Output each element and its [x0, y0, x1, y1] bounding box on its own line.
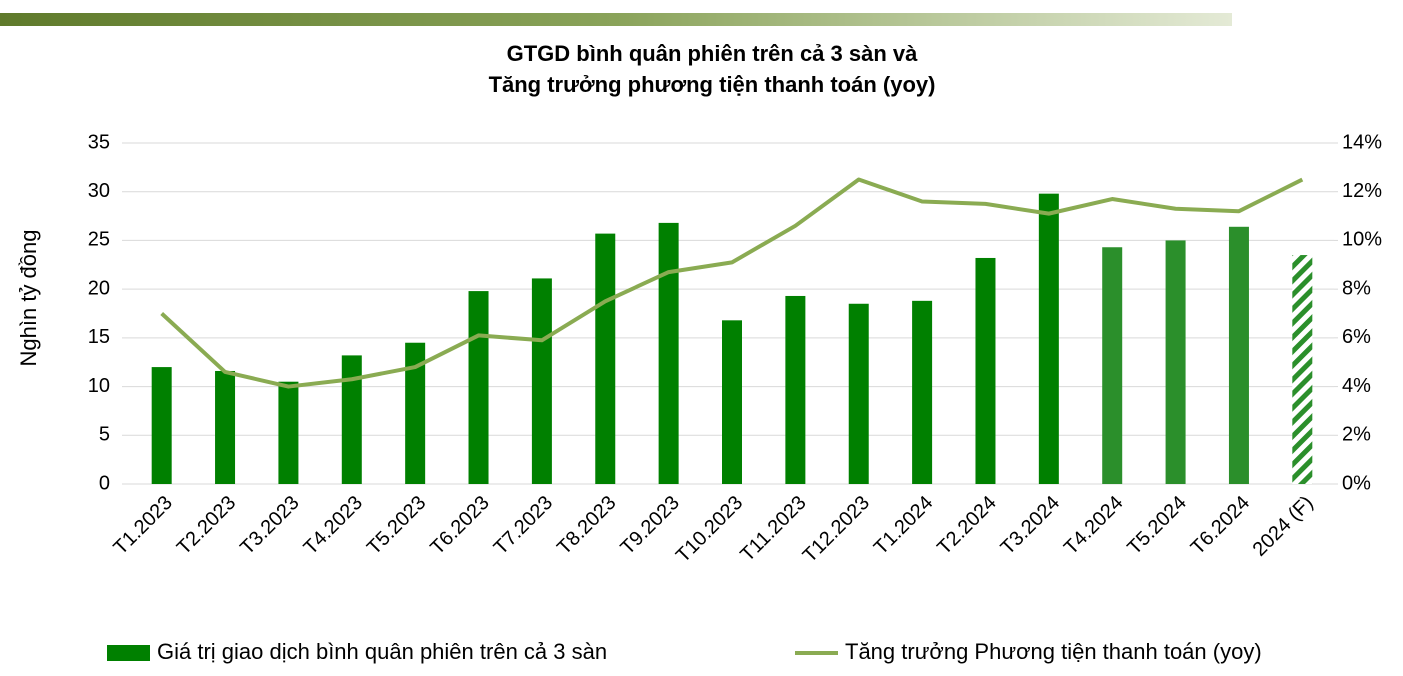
bar	[341, 355, 362, 484]
bar	[1228, 226, 1249, 484]
bar	[1292, 255, 1313, 484]
line	[160, 177, 1304, 389]
y-tick-label: 35	[88, 131, 110, 153]
bar	[1165, 240, 1186, 484]
bar	[405, 342, 426, 484]
bar	[975, 257, 996, 484]
x-tick-label: T7.2023	[490, 492, 557, 559]
chart-title: GTGD bình quân phiên trên cả 3 sàn và	[507, 41, 919, 66]
y2-tick-label: 12%	[1342, 180, 1382, 202]
x-tick-label: T10.2023	[672, 492, 747, 567]
y-tick-label: 0	[99, 472, 110, 494]
bar	[595, 233, 616, 484]
bar	[1102, 247, 1123, 484]
y2-tick-label: 4%	[1342, 375, 1371, 397]
x-tick-label: T5.2023	[363, 492, 430, 559]
y2-tick-label: 0%	[1342, 472, 1371, 494]
legend-label: Tăng trưởng Phương tiện thanh toán (yoy)	[845, 639, 1262, 664]
x-tick-label: T6.2023	[426, 492, 493, 559]
y-tick-label: 5	[99, 424, 110, 446]
bar	[912, 300, 933, 484]
y2-tick-label: 10%	[1342, 229, 1382, 251]
x-tick-label: T2.2023	[173, 492, 240, 559]
bar	[278, 381, 299, 484]
y2-tick-label: 8%	[1342, 277, 1371, 299]
x-tick-label: T5.2024	[1123, 492, 1190, 559]
legend-label: Giá trị giao dịch bình quân phiên trên c…	[157, 639, 607, 664]
bar	[215, 370, 236, 484]
y-axis-label: Nghìn tỷ đồng	[16, 230, 41, 367]
y-tick-label: 30	[88, 180, 110, 202]
y2-tick-label: 14%	[1342, 131, 1382, 153]
y-tick-label: 20	[88, 277, 110, 299]
bar	[785, 295, 806, 484]
x-tick-label: T1.2023	[110, 492, 177, 559]
y-tick-label: 10	[88, 375, 110, 397]
x-tick-label: T4.2023	[300, 492, 367, 559]
x-tick-label: T1.2024	[870, 492, 937, 559]
bar	[151, 367, 172, 484]
bar	[468, 291, 489, 484]
x-tick-label: T12.2023	[799, 492, 874, 567]
legend-swatch	[107, 645, 150, 661]
bar	[531, 278, 552, 484]
x-tick-label: T3.2023	[236, 492, 303, 559]
header-bar	[0, 13, 1232, 26]
x-tick-label: 2024 (F)	[1249, 492, 1318, 561]
y-tick-label: 15	[88, 326, 110, 348]
y2-tick-label: 6%	[1342, 326, 1371, 348]
x-tick-label: T11.2023	[736, 492, 810, 566]
bar	[848, 303, 869, 484]
bar	[658, 222, 679, 485]
x-tick-label: T6.2024	[1187, 492, 1254, 559]
y2-tick-label: 2%	[1342, 424, 1371, 446]
bar	[722, 320, 742, 484]
x-tick-label: T8.2023	[553, 492, 620, 559]
x-tick-label: T4.2024	[1060, 492, 1127, 559]
y-tick-label: 25	[88, 229, 110, 251]
chart-title: Tăng trưởng phương tiện thanh toán (yoy)	[489, 72, 936, 97]
x-tick-label: T2.2024	[933, 492, 1000, 559]
x-tick-label: T3.2024	[997, 492, 1064, 559]
bar	[1038, 193, 1059, 485]
